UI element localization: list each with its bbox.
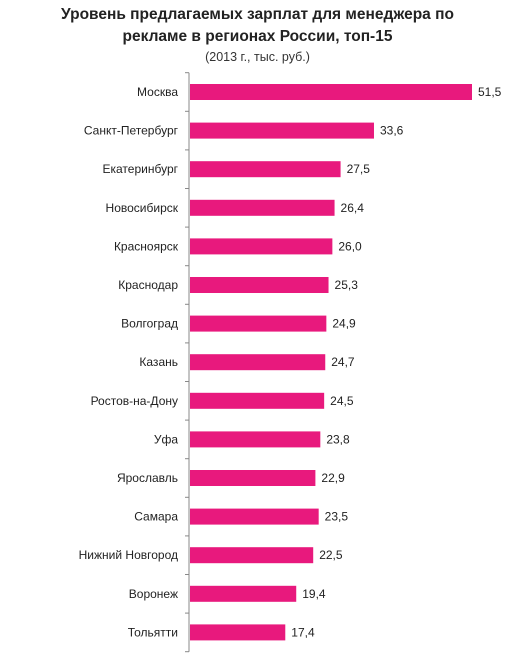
- value-label: 24,5: [330, 394, 354, 408]
- category-label: Воронеж: [129, 587, 178, 601]
- category-label: Екатеринбург: [103, 162, 179, 176]
- category-label: Нижний Новгород: [79, 548, 178, 562]
- value-label: 23,8: [326, 432, 350, 446]
- bar: [190, 315, 327, 332]
- category-label: Красноярск: [114, 239, 179, 253]
- value-label: 25,3: [335, 278, 359, 292]
- bar: [190, 199, 335, 216]
- value-label: 27,5: [347, 162, 371, 176]
- value-label: 22,9: [321, 471, 345, 485]
- bar: [190, 238, 333, 255]
- value-label: 33,6: [380, 124, 404, 138]
- value-label: 26,0: [338, 239, 362, 253]
- chart-title-block: Уровень предлагаемых зарплат для менедже…: [0, 4, 515, 66]
- value-label: 22,5: [319, 548, 343, 562]
- category-label: Москва: [137, 85, 178, 99]
- bar: [190, 161, 341, 178]
- category-label: Тольятти: [128, 625, 178, 639]
- value-label: 17,4: [291, 625, 315, 639]
- bar: [190, 470, 316, 486]
- value-label: 51,5: [478, 85, 502, 99]
- category-label: Новосибирск: [106, 201, 179, 215]
- bar: [190, 392, 325, 409]
- category-label: Санкт-Петербург: [84, 124, 179, 138]
- bar: [190, 624, 286, 641]
- bar: [190, 354, 326, 371]
- category-label: Уфа: [154, 432, 178, 446]
- chart-title-line-2: рекламе в регионах России, топ-15: [122, 28, 393, 45]
- category-label: Ростов-на-Дону: [91, 394, 178, 408]
- bar: [190, 547, 314, 564]
- value-label: 23,5: [325, 510, 349, 524]
- category-label: Ярославль: [117, 471, 178, 485]
- chart-subtitle: (2013 г., тыс. руб.): [205, 50, 310, 64]
- value-label: 24,7: [331, 355, 355, 369]
- value-label: 24,9: [332, 317, 356, 331]
- chart-title-line-1: Уровень предлагаемых зарплат для менедже…: [61, 6, 454, 23]
- bar: [190, 431, 321, 448]
- category-label: Казань: [139, 355, 178, 369]
- value-label: 26,4: [341, 201, 365, 215]
- category-label: Волгоград: [121, 317, 178, 331]
- category-label: Краснодар: [118, 278, 178, 292]
- bar: [190, 585, 297, 602]
- value-label: 19,4: [302, 587, 326, 601]
- bar: [190, 122, 374, 139]
- category-label: Самара: [134, 510, 178, 524]
- bar: [190, 508, 319, 525]
- bar: [190, 277, 329, 293]
- bar: [190, 84, 472, 100]
